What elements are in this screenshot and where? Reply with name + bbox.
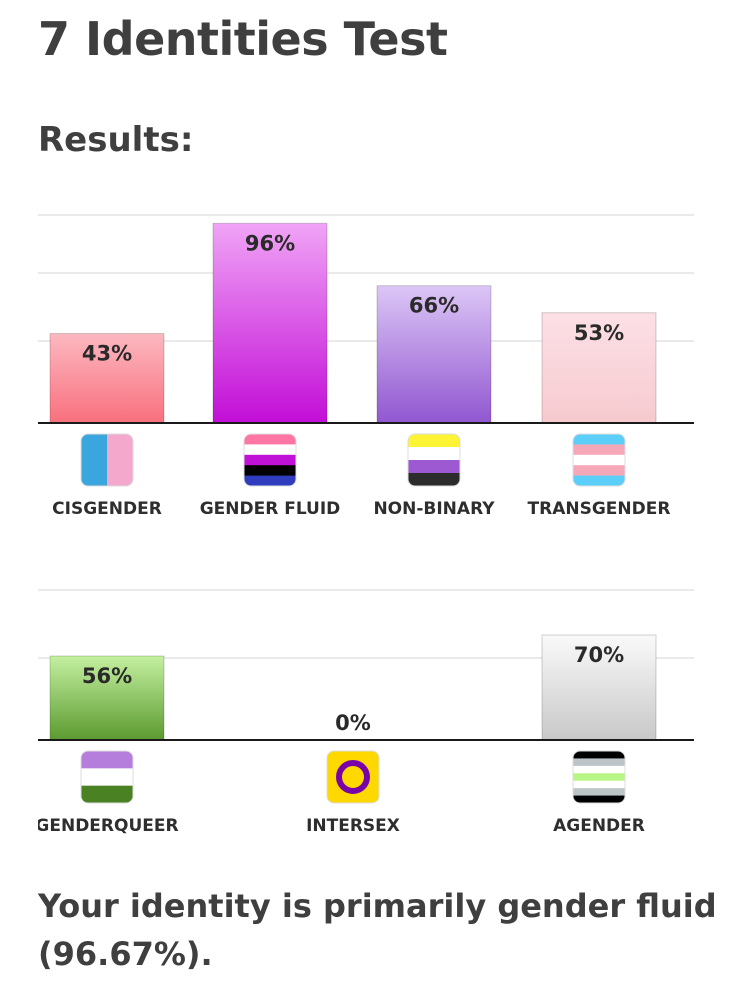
bar-group-gender-fluid: 96% GENDER FLUID (200, 222, 341, 519)
agender-flag-icon (572, 750, 626, 804)
results-chart-2: 56% GENDERQUEER 0% INTERSEX 70% AGENDER (38, 580, 694, 840)
category-label: GENDERQUEER (38, 816, 179, 836)
results-heading: Results: (38, 120, 194, 160)
chart-svg: 43% CISGENDER 96% GENDER FLUID 66% NON-BINARY… (38, 214, 694, 519)
genderqueer-flag-icon (80, 750, 134, 804)
bar-value-label: 70% (574, 643, 624, 667)
page-title: 7 Identities Test (38, 12, 448, 66)
bar (49, 655, 165, 741)
bar-value-label: 56% (82, 664, 132, 688)
bar (49, 333, 165, 424)
category-label: CISGENDER (52, 499, 162, 519)
genderfluid-flag-icon (243, 433, 297, 487)
bar-value-label: 43% (82, 342, 132, 366)
bar-value-label: 0% (335, 711, 371, 735)
bar (541, 634, 657, 741)
bar-group-transgender: 53% TRANSGENDER (528, 312, 671, 519)
results-chart-1: 43% CISGENDER 96% GENDER FLUID 66% NON-BINARY… (38, 205, 694, 525)
intersex-flag-icon (326, 750, 380, 804)
category-label: NON-BINARY (373, 499, 495, 519)
category-label: AGENDER (553, 816, 645, 836)
bar (376, 285, 492, 424)
bar (541, 312, 657, 424)
transgender-flag-icon (572, 433, 626, 487)
bar (212, 222, 328, 424)
bar-group-agender: 70% AGENDER (541, 634, 657, 836)
bar-value-label: 96% (245, 231, 295, 255)
chart-svg: 56% GENDERQUEER 0% INTERSEX 70% AGENDER (38, 589, 694, 836)
result-summary: Your identity is primarily gender fluid … (38, 887, 717, 973)
bar-group-intersex: 0% INTERSEX (306, 711, 400, 836)
category-label: GENDER FLUID (200, 499, 341, 519)
category-label: TRANSGENDER (528, 499, 671, 519)
bar-group-cisgender: 43% CISGENDER (49, 333, 165, 519)
bar-value-label: 66% (409, 294, 459, 318)
bar-group-non-binary: 66% NON-BINARY (373, 285, 495, 519)
category-label: INTERSEX (306, 816, 400, 836)
nonbinary-flag-icon (407, 433, 461, 487)
bar-group-genderqueer: 56% GENDERQUEER (38, 655, 179, 836)
bar-value-label: 53% (574, 321, 624, 345)
cisgender-flag-icon (80, 433, 134, 487)
